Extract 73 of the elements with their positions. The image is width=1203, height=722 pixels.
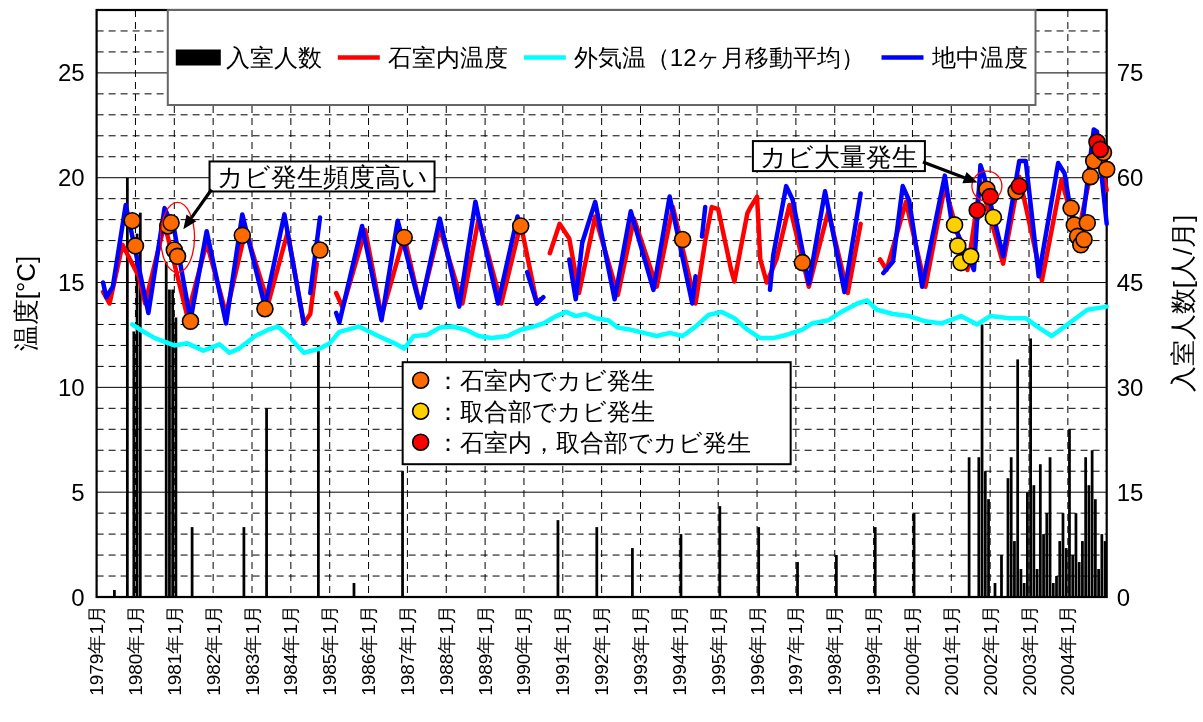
point [1062,199,1080,217]
y-tick-label: 10 [57,373,85,401]
point [256,299,274,318]
x-tick-label: 1985年1月 [319,605,341,696]
point [233,226,252,245]
y2-tick-label: 0 [1116,583,1131,611]
legend-label: 石室内温度 [387,44,508,71]
legend-label: 外気温（12ヶ月移動平均） [573,44,866,71]
point [511,217,530,235]
legend-label: ：石室内でカビ発生 [435,366,655,394]
x-tick-label: 1983年1月 [241,605,263,696]
x-tick-label: 2002年1月 [979,605,1001,696]
point [162,213,180,232]
point [123,211,142,230]
y2-tick-label: 15 [1116,478,1144,506]
x-tick-label: 1982年1月 [202,605,224,696]
x-tick-label: 1986年1月 [358,605,380,696]
x-tick-label: 1984年1月 [280,605,302,696]
legend-label: ：石室内，取合部でカビ発生 [435,428,751,456]
x-tick-label: 1979年1月 [86,605,108,696]
x-tick-label: 1996年1月 [746,605,768,696]
x-tick-label: 1999年1月 [863,605,885,696]
legend-label: 入室人数 [225,44,322,71]
x-tick-label: 2001年1月 [940,605,962,696]
x-tick-label: 2004年1月 [1057,605,1079,696]
point [968,201,986,220]
point [126,237,145,255]
point [1010,177,1029,195]
x-tick-label: 1994年1月 [668,605,690,696]
line-series [129,298,1109,356]
x-tick-label: 1992年1月 [591,605,613,696]
point [1081,167,1100,186]
annotation: カビ発生頻度高い [216,162,428,193]
point [793,253,812,272]
y-tick-label: 20 [57,164,85,192]
point [1078,213,1097,232]
point [311,241,329,259]
legend-label: ：取合部でカビ発生 [435,397,655,425]
y2-tick-label: 60 [1116,164,1144,192]
point [961,247,980,266]
x-tick-label: 1993年1月 [630,605,651,696]
x-tick-label: 1981年1月 [163,605,185,696]
x-tick-label: 1995年1月 [707,605,729,696]
y-tick-label: 25 [57,59,85,87]
annotation: カビ大量発生 [759,142,918,173]
point [168,247,187,266]
point [945,216,964,234]
y2-tick-label: 75 [1116,59,1144,87]
y-tick-label: 5 [71,478,85,506]
point [181,312,200,331]
x-tick-label: 2003年1月 [1018,605,1040,696]
y-tick-label: 15 [57,269,85,297]
y2-tick-label: 45 [1116,269,1144,297]
y2-tick-label: 30 [1116,373,1144,401]
x-tick-label: 2000年1月 [901,605,923,696]
point [984,208,1003,227]
point [395,228,413,247]
point [1097,160,1116,179]
point [673,230,692,249]
legend-label: 地中温度 [930,44,1028,71]
point [948,237,967,255]
y2-axis-title: 入室人数[人/月] [1168,214,1198,393]
y-tick-label: 0 [71,583,85,611]
x-tick-label: 1991年1月 [552,605,574,696]
y-axis-title: 温度[°C] [11,255,41,352]
x-tick-label: 1989年1月 [474,605,496,696]
x-tick-label: 1990年1月 [513,605,535,696]
x-tick-label: 1988年1月 [435,605,457,696]
x-tick-label: 1997年1月 [785,605,807,696]
x-tick-label: 1980年1月 [124,605,146,696]
point [1075,230,1093,249]
x-tick-label: 1987年1月 [396,605,418,696]
x-tick-label: 1998年1月 [824,605,846,696]
